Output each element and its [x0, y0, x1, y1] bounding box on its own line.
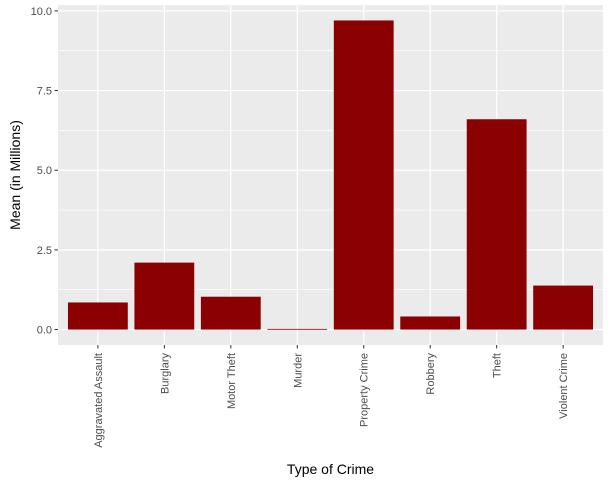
y-tick-label: 7.5 [37, 86, 52, 98]
bar-robbery [400, 316, 461, 330]
x-tick-label: Theft [492, 353, 504, 378]
y-axis-title: Mean (in Millions) [7, 120, 23, 230]
x-tick-label: Burglary [159, 353, 171, 394]
x-tick-label: Motor Theft [226, 353, 238, 409]
x-tick-label: Violent Crime [558, 353, 570, 419]
y-tick-label: 10.0 [31, 6, 52, 18]
y-tick-label: 0.0 [37, 325, 52, 337]
x-tick-label: Robbery [425, 353, 437, 395]
x-axis-ticks: Aggravated Assault Burglary Motor Theft Mur… [93, 345, 570, 448]
bar-motor-theft [200, 296, 261, 330]
x-tick-label: Aggravated Assault [93, 353, 105, 448]
y-tick-label: 5.0 [37, 165, 52, 177]
bar-burglary [134, 262, 195, 330]
bar-property-crime [333, 20, 394, 330]
bars [67, 20, 594, 330]
y-tick-label: 2.5 [37, 245, 52, 257]
x-axis-title: Type of Crime [287, 461, 374, 477]
x-tick-label: Murder [292, 353, 304, 388]
bar-violent-crime [533, 285, 594, 330]
bar-theft [466, 119, 527, 330]
x-tick-label: Property Crime [359, 353, 371, 427]
y-axis-ticks: 0.0 2.5 5.0 7.5 10.0 [31, 6, 58, 337]
bar-aggravated-assault [67, 302, 128, 330]
bar-murder [267, 328, 328, 330]
